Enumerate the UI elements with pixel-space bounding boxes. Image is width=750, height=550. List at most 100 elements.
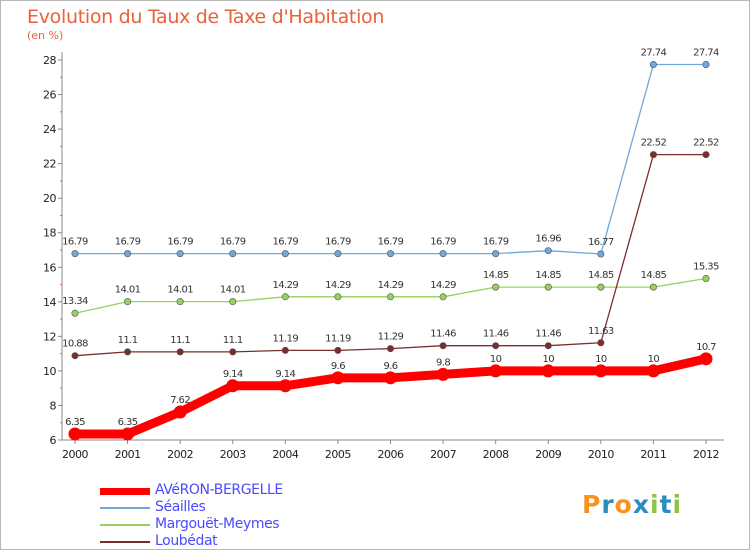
data-label: 16.79 — [273, 237, 299, 248]
legend-label: Séailles — [155, 499, 206, 515]
data-label: 16.79 — [220, 237, 246, 248]
data-point — [386, 250, 394, 258]
data-label: 10 — [595, 354, 607, 365]
y-tick-label: 24 — [43, 123, 56, 136]
logo-letter: o — [614, 490, 633, 519]
data-label: 16.79 — [430, 237, 456, 248]
data-point — [226, 379, 240, 393]
data-point — [384, 371, 397, 385]
data-point — [281, 346, 289, 354]
data-point — [649, 283, 657, 291]
data-label: 11.46 — [535, 329, 561, 340]
data-label: 16.79 — [167, 237, 193, 248]
y-tick-label: 18 — [43, 227, 56, 240]
data-label: 15.35 — [693, 262, 719, 273]
data-point — [702, 274, 710, 282]
data-label: 10.7 — [696, 342, 716, 353]
data-point — [489, 364, 503, 378]
data-point — [121, 427, 135, 441]
data-label: 11.46 — [430, 329, 456, 340]
x-tick-label: 2012 — [693, 448, 719, 461]
data-point — [124, 348, 132, 356]
data-label: 16.79 — [115, 237, 141, 248]
logo-letter: P — [582, 490, 602, 519]
data-label: 14.29 — [430, 280, 456, 291]
data-point — [71, 309, 79, 317]
x-tick-label: 2007 — [430, 448, 456, 461]
data-label: 9.14 — [275, 369, 295, 380]
data-point — [386, 345, 394, 353]
data-point — [124, 250, 132, 258]
x-tick-label: 2004 — [272, 448, 298, 461]
data-point — [646, 364, 660, 378]
legend-swatch — [100, 507, 150, 509]
data-label: 11.1 — [170, 335, 190, 346]
data-label: 11.46 — [483, 329, 509, 340]
data-point — [331, 371, 345, 385]
data-label: 16.79 — [325, 237, 351, 248]
data-label: 16.79 — [483, 237, 509, 248]
legend-swatch — [100, 524, 150, 526]
data-point — [492, 342, 500, 350]
data-label: 9.14 — [223, 369, 243, 380]
data-point — [278, 379, 292, 393]
data-point — [541, 364, 555, 378]
data-label: 16.96 — [535, 234, 561, 245]
data-point — [649, 151, 657, 159]
data-label: 22.52 — [641, 138, 667, 149]
data-point — [544, 342, 552, 350]
legend-swatch — [100, 488, 150, 495]
data-point — [597, 339, 605, 347]
logo-letter: i — [672, 490, 683, 519]
data-point — [386, 293, 394, 301]
legend-label: AVéRON-BERGELLE — [155, 482, 283, 498]
data-point — [649, 60, 657, 68]
data-point — [439, 250, 447, 258]
data-label: 14.29 — [273, 280, 299, 291]
data-point — [173, 405, 187, 419]
x-tick-label: 2000 — [62, 448, 88, 461]
data-label: 27.74 — [641, 47, 667, 58]
x-tick-label: 2008 — [483, 448, 509, 461]
legend-label: Loubédat — [155, 533, 218, 549]
x-tick-label: 2011 — [640, 448, 666, 461]
data-point — [702, 60, 710, 68]
data-point — [71, 352, 79, 360]
data-point — [176, 348, 184, 356]
data-label: 11.63 — [588, 326, 614, 337]
legend-item: AVéRON-BERGELLE — [100, 482, 400, 498]
data-label: 11.19 — [325, 333, 351, 344]
data-label: 13.34 — [62, 296, 88, 307]
y-tick-label: 16 — [43, 261, 56, 274]
data-label: 11.29 — [378, 332, 404, 343]
data-label: 11.1 — [118, 335, 138, 346]
data-label: 14.01 — [220, 285, 246, 296]
data-point — [702, 151, 710, 159]
data-label: 11.19 — [273, 333, 299, 344]
data-label: 10.88 — [62, 339, 88, 350]
data-label: 10 — [542, 354, 554, 365]
data-label: 14.01 — [115, 285, 141, 296]
data-label: 16.77 — [588, 237, 614, 248]
data-label: 6.35 — [65, 417, 85, 428]
data-point — [334, 250, 342, 258]
y-tick-label: 10 — [43, 365, 56, 378]
line-chart: 6 8 10 12 14 16 18 20 22 24 26 28 2000 2001 2002 2003 20… — [43, 47, 724, 461]
x-tick-label: 2002 — [167, 448, 193, 461]
data-point — [699, 352, 713, 366]
legend-swatch — [100, 541, 150, 543]
data-point — [229, 348, 237, 356]
data-point — [544, 247, 552, 255]
data-label: 14.85 — [588, 270, 614, 281]
x-tick-label: 2006 — [378, 448, 404, 461]
data-label: 16.79 — [62, 237, 88, 248]
y-tick-label: 20 — [43, 192, 56, 205]
series-line-1 — [74, 63, 707, 255]
data-point — [439, 342, 447, 350]
legend-label: Margouët-Meymes — [155, 516, 280, 532]
data-point — [68, 427, 82, 441]
data-label: 16.79 — [378, 237, 404, 248]
y-tick-label: 14 — [43, 296, 56, 309]
data-point — [334, 346, 342, 354]
